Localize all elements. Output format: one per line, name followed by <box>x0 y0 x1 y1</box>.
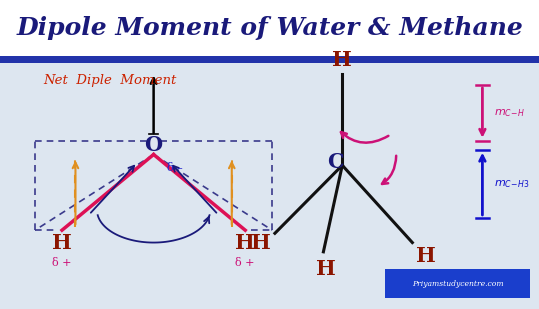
Text: δ +: δ + <box>52 258 72 268</box>
Text: δ +: δ + <box>236 258 255 268</box>
Text: δ –: δ – <box>167 163 183 173</box>
Text: H: H <box>333 50 352 70</box>
Text: Net  Diple  Moment: Net Diple Moment <box>43 74 176 87</box>
Text: H: H <box>416 247 436 266</box>
Text: $\mathit{m}_{C\!-\!H3}$: $\mathit{m}_{C\!-\!H3}$ <box>494 178 530 190</box>
Text: O: O <box>144 135 163 155</box>
Bar <box>385 269 530 298</box>
Text: C: C <box>328 152 344 172</box>
Text: H: H <box>236 233 255 252</box>
Bar <box>0 56 539 63</box>
Bar <box>0 56 539 309</box>
Text: Dipole Moment of Water & Methane: Dipole Moment of Water & Methane <box>16 16 523 40</box>
Text: H: H <box>252 233 271 252</box>
Text: Priyamstudycentre.com: Priyamstudycentre.com <box>412 280 503 288</box>
Text: $\mathit{m}_{C\!-\!H}$: $\mathit{m}_{C\!-\!H}$ <box>494 107 525 119</box>
Text: H: H <box>52 233 72 252</box>
Text: H: H <box>316 259 336 279</box>
Bar <box>0 0 539 56</box>
